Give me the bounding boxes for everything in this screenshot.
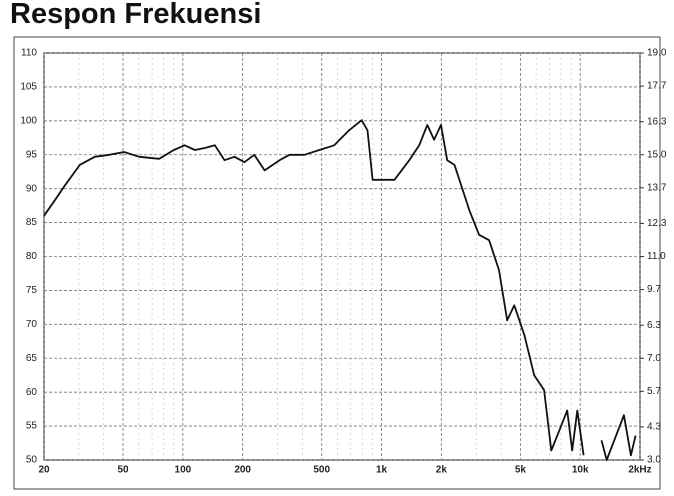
y2-tick-label: 13.7 xyxy=(647,182,667,193)
x-tick-label: 5k xyxy=(515,465,527,476)
y-tick-label: 60 xyxy=(26,387,38,398)
x-tick-label: 50 xyxy=(117,465,129,476)
y2-tick-label: 19.0 xyxy=(647,48,667,59)
x-tick-label: 200 xyxy=(234,465,251,476)
y2-tick-label: 9.7 xyxy=(647,284,661,295)
y-tick-label: 75 xyxy=(26,285,38,296)
x-tick-label: 100 xyxy=(175,465,192,476)
y-tick-label: 80 xyxy=(26,251,38,262)
y2-tick-label: 16.3 xyxy=(647,116,667,127)
y2-tick-label: 12.3 xyxy=(647,218,667,229)
chart-title: Respon Frekuensi xyxy=(10,0,262,30)
x-tick-label: 10k xyxy=(572,465,589,476)
x-tick-label: 1k xyxy=(376,465,388,476)
y-tick-label: 65 xyxy=(26,353,38,364)
y2-tick-label: 15.0 xyxy=(647,149,667,160)
x-tick-label: 500 xyxy=(313,465,330,476)
y2-tick-label: 4.3 xyxy=(647,422,661,433)
y-tick-label: 110 xyxy=(21,48,37,59)
x-tick-label: 2kHz xyxy=(628,465,651,476)
y2-tick-label: 5.7 xyxy=(647,386,661,397)
y-tick-label: 55 xyxy=(26,421,38,432)
y2-tick-label: 11.0 xyxy=(647,251,666,262)
y-tick-label: 85 xyxy=(26,217,38,228)
y2-tick-label: 7.0 xyxy=(647,353,661,364)
y-tick-label: 50 xyxy=(26,455,38,466)
y-tick-label: 105 xyxy=(20,82,37,93)
frame xyxy=(13,36,661,490)
y-tick-label: 95 xyxy=(26,149,38,160)
y-tick-label: 70 xyxy=(26,319,38,330)
y2-tick-label: 6.3 xyxy=(647,320,661,331)
y-tick-label: 100 xyxy=(20,115,37,126)
y2-tick-label: 3.0 xyxy=(647,455,661,466)
y2-tick-label: 17.7 xyxy=(647,81,667,92)
x-tick-label: 2k xyxy=(436,465,448,476)
x-tick-label: 20 xyxy=(38,465,50,476)
response-line xyxy=(43,119,637,461)
y-tick-label: 90 xyxy=(26,183,38,194)
